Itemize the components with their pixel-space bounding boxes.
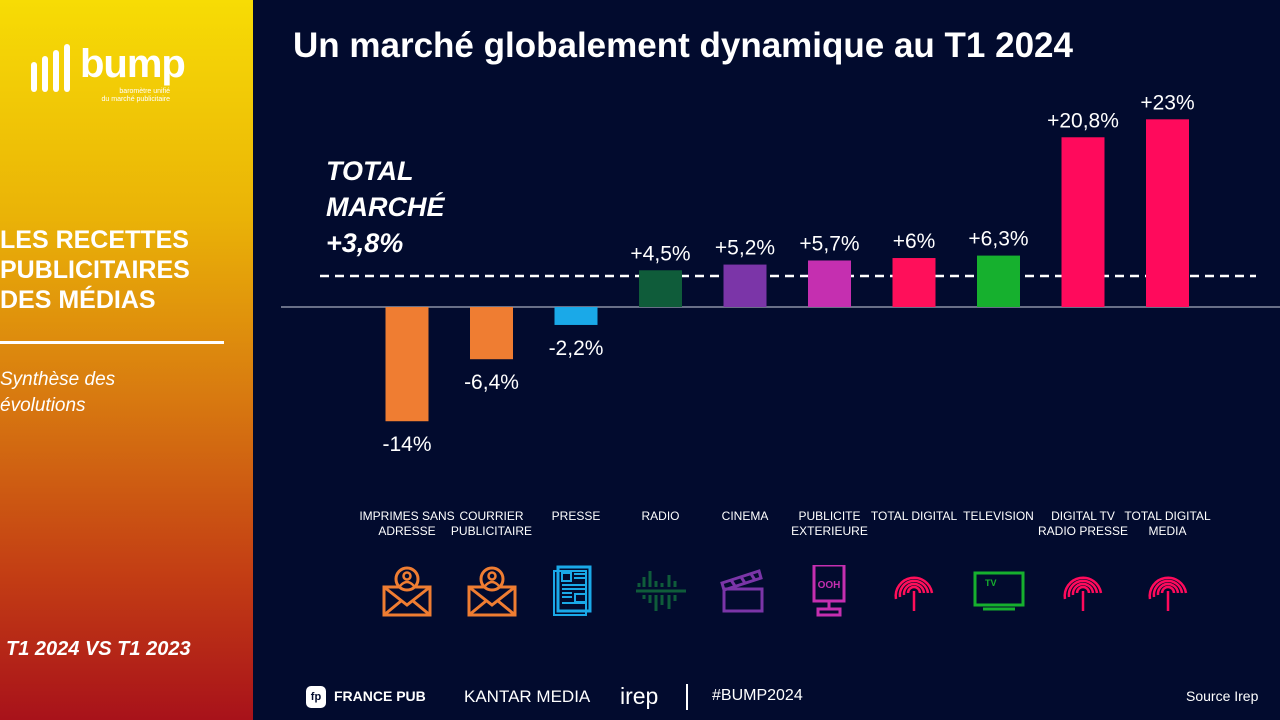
francepub-logo-icon: fp — [306, 686, 326, 708]
bar — [1146, 119, 1189, 307]
mail-person-icon — [466, 565, 518, 617]
fingerprint-icon — [888, 565, 940, 617]
billboard-ooh-icon: OOH — [804, 563, 856, 617]
bar — [1061, 137, 1105, 307]
section-subtitle: Synthèse des évolutions — [0, 369, 116, 416]
bar — [554, 307, 598, 325]
category-label: PRESSE — [551, 509, 601, 523]
bar — [723, 264, 767, 307]
svg-text:TV: TV — [985, 578, 997, 588]
tv-icon: TV — [973, 565, 1025, 617]
category-label: DIGITAL TV RADIO PRESSE — [1037, 509, 1129, 538]
data-label: +5,2% — [715, 237, 775, 260]
category-label: TELEVISION — [963, 509, 1034, 523]
data-label: +4,5% — [630, 242, 690, 265]
bar — [470, 307, 513, 360]
data-label: +5,7% — [799, 232, 859, 255]
category-label: TOTAL DIGITAL MEDIA — [1124, 509, 1211, 538]
sidebar: bump baromètre unifié du marché publicita… — [0, 0, 253, 720]
bar — [639, 270, 682, 307]
source-note: Source Irep — [1186, 688, 1259, 704]
hashtag: #BUMP2024 — [712, 687, 803, 704]
fingerprint-icon — [1057, 565, 1109, 617]
clapperboard-icon — [719, 565, 771, 617]
logo-subtitle: baromètre unifié du marché publicitaire — [101, 88, 170, 103]
kantar-logo: KANTAR MEDIA — [464, 687, 591, 706]
data-label: +6,3% — [968, 228, 1028, 251]
bar — [977, 255, 1020, 307]
section-title: LES RECETTES PUBLICITAIRES DES MÉDIAS — [0, 226, 190, 314]
bar — [808, 260, 851, 307]
francepub-logo: FRANCE PUB — [334, 688, 426, 704]
divider — [686, 684, 688, 710]
period-label: T1 2024 VS T1 2023 — [6, 638, 191, 660]
fingerprint-icon — [1142, 565, 1194, 617]
data-label: -14% — [382, 433, 431, 456]
page-title: Un marché globalement dynamique au T1 20… — [293, 26, 1073, 65]
data-label: +20,8% — [1047, 109, 1119, 132]
sound-wave-icon — [635, 565, 687, 617]
svg-text:OOH: OOH — [817, 580, 840, 591]
irep-logo: irep — [620, 683, 659, 709]
divider — [0, 341, 224, 344]
data-label: -2,2% — [549, 337, 604, 360]
data-label: -6,4% — [464, 371, 519, 394]
category-label: TOTAL DIGITAL — [870, 509, 958, 523]
category-label: RADIO — [641, 509, 680, 523]
mail-person-icon — [381, 565, 433, 617]
bar — [385, 307, 429, 422]
category-label: CINEMA — [721, 509, 769, 523]
data-label: +23% — [1140, 91, 1194, 114]
category-label: IMPRIMES SANS ADRESSE — [359, 509, 455, 538]
logo-word: bump — [80, 42, 186, 86]
category-label: PUBLICITE EXTERIEURE — [791, 509, 868, 538]
total-market-label: TOTAL MARCHÉ +3,8% — [326, 156, 445, 258]
data-label: +6% — [893, 230, 936, 253]
newspaper-icon — [550, 565, 602, 617]
bar — [892, 258, 936, 307]
category-label: COURRIER PUBLICITAIRE — [450, 509, 533, 538]
